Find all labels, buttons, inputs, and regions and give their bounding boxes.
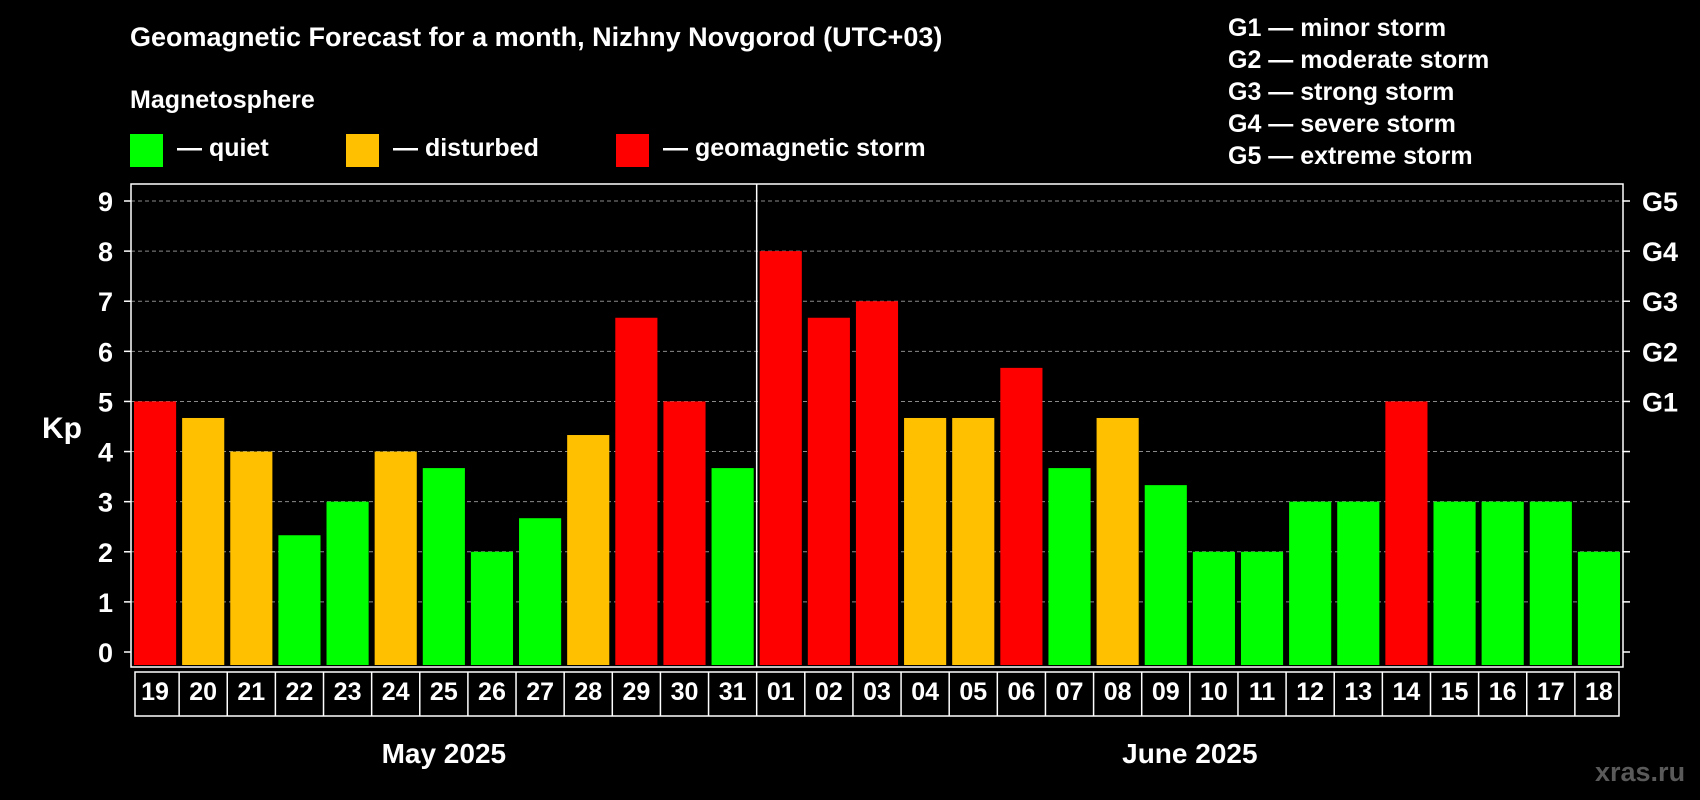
y-tick-label: 9 xyxy=(98,187,113,217)
g-scale-line-g4: G4 — severe storm xyxy=(1228,110,1456,138)
x-tick-label: 25 xyxy=(430,678,458,706)
legend-title: Magnetosphere xyxy=(130,86,315,114)
month-label: May 2025 xyxy=(382,738,507,769)
bar xyxy=(1289,501,1332,665)
bar xyxy=(759,251,802,665)
legend-swatch-storm xyxy=(616,134,649,167)
bar xyxy=(663,401,706,665)
x-tick-label: 07 xyxy=(1056,678,1084,706)
x-tick-label: 13 xyxy=(1344,678,1372,706)
x-tick-label: 26 xyxy=(478,678,506,706)
bar xyxy=(1144,485,1187,665)
bar xyxy=(1000,367,1043,665)
y-tick-label: 6 xyxy=(98,337,113,367)
y-tick-label: 1 xyxy=(98,588,113,618)
bar xyxy=(807,317,850,665)
x-tick-label: 21 xyxy=(237,678,265,706)
x-tick-label: 27 xyxy=(526,678,554,706)
x-tick-label: 29 xyxy=(622,678,650,706)
bar xyxy=(182,417,225,665)
x-tick-label: 22 xyxy=(286,678,314,706)
bar xyxy=(567,435,610,665)
bar xyxy=(1240,551,1284,665)
g-scale-line-g5: G5 — extreme storm xyxy=(1228,142,1473,170)
x-tick-label: 04 xyxy=(911,678,939,706)
legend-swatch-disturbed xyxy=(346,134,379,167)
bar xyxy=(615,317,658,665)
plot-frame xyxy=(130,183,1624,668)
y-tick-label: 4 xyxy=(98,438,113,468)
x-label-box xyxy=(134,671,1620,717)
x-tick-label: 18 xyxy=(1585,678,1613,706)
x-tick-label: 20 xyxy=(189,678,217,706)
bar xyxy=(422,468,465,665)
g-scale-line-g2: G2 — moderate storm xyxy=(1228,46,1490,74)
x-tick-label: 06 xyxy=(1007,678,1035,706)
bar xyxy=(278,535,321,665)
x-tick-label: 16 xyxy=(1489,678,1517,706)
legend-label-storm: — geomagnetic storm xyxy=(663,134,926,162)
x-tick-label: 28 xyxy=(574,678,602,706)
x-tick-label: 10 xyxy=(1200,678,1228,706)
g-level-label: G4 xyxy=(1642,237,1678,267)
g-level-label: G1 xyxy=(1642,387,1678,417)
bar xyxy=(134,401,177,665)
x-tick-label: 15 xyxy=(1441,678,1469,706)
bar xyxy=(1385,401,1428,665)
x-tick-label: 12 xyxy=(1296,678,1324,706)
bar xyxy=(855,301,899,665)
g-level-label: G3 xyxy=(1642,287,1678,317)
x-tick-label: 03 xyxy=(863,678,891,706)
bar xyxy=(1337,501,1380,665)
bar xyxy=(711,468,754,665)
x-tick-label: 17 xyxy=(1537,678,1565,706)
bar xyxy=(326,501,369,665)
bar xyxy=(1433,501,1476,665)
legend-label-disturbed: — disturbed xyxy=(393,134,539,162)
x-tick-label: 09 xyxy=(1152,678,1180,706)
x-tick-label: 02 xyxy=(815,678,843,706)
g-level-label: G5 xyxy=(1642,187,1678,217)
x-tick-label: 23 xyxy=(334,678,362,706)
legend-label-quiet: — quiet xyxy=(177,134,269,162)
g-scale-line-g1: G1 — minor storm xyxy=(1228,14,1447,42)
x-tick-label: 14 xyxy=(1393,678,1421,706)
bar xyxy=(519,518,562,665)
y-tick-label: 7 xyxy=(98,287,113,317)
watermark: xras.ru xyxy=(1595,757,1686,787)
x-tick-label: 30 xyxy=(671,678,699,706)
chart-title: Geomagnetic Forecast for a month, Nizhny… xyxy=(130,22,943,52)
bar xyxy=(1096,417,1139,665)
g-level-label: G2 xyxy=(1642,337,1678,367)
bar xyxy=(1481,501,1524,665)
bar xyxy=(470,551,514,665)
x-tick-label: 31 xyxy=(719,678,747,706)
x-tick-label: 24 xyxy=(382,678,410,706)
y-tick-label: 2 xyxy=(98,538,113,568)
legend-swatch-quiet xyxy=(130,134,163,167)
x-tick-label: 11 xyxy=(1249,678,1276,706)
bar xyxy=(904,417,947,665)
bar xyxy=(1192,551,1235,665)
x-tick-label: 08 xyxy=(1104,678,1132,706)
x-tick-label: 01 xyxy=(767,678,795,706)
bar xyxy=(1577,551,1620,665)
y-axis-label: Kp xyxy=(42,412,82,445)
y-tick-label: 8 xyxy=(98,237,113,267)
x-tick-label: 19 xyxy=(141,678,169,706)
bar xyxy=(230,451,273,665)
bar xyxy=(1048,468,1091,665)
x-tick-label: 05 xyxy=(959,678,987,706)
bar xyxy=(1529,501,1572,665)
month-label: June 2025 xyxy=(1122,738,1257,769)
bar xyxy=(952,417,995,665)
y-tick-label: 3 xyxy=(98,488,113,518)
bar xyxy=(374,451,417,665)
y-tick-label: 0 xyxy=(98,638,113,668)
y-tick-label: 5 xyxy=(98,387,113,417)
g-scale-line-g3: G3 — strong storm xyxy=(1228,78,1455,106)
